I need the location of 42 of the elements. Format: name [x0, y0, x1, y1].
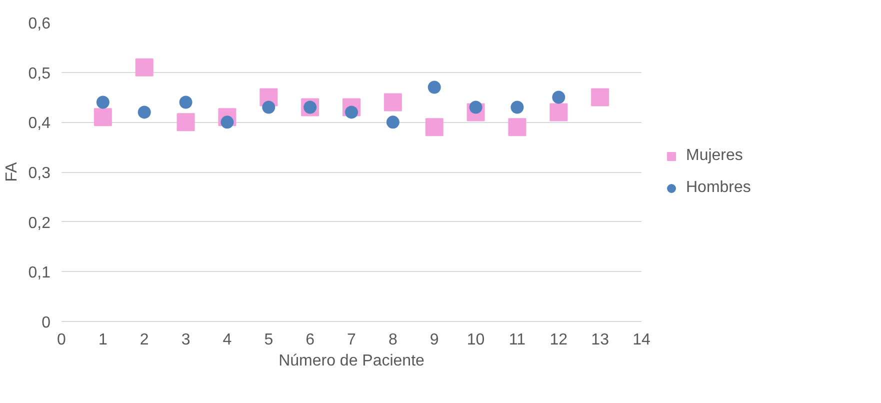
point: [386, 116, 400, 129]
x-tick-label: 0: [57, 332, 66, 348]
point: [552, 90, 566, 104]
point: [428, 80, 441, 94]
x-tick-label: 13: [591, 332, 610, 348]
point: [262, 100, 276, 114]
y-tick-label: 0,6: [28, 16, 51, 32]
legend-label: Mujeres: [686, 146, 743, 164]
y-tick-label: 0,3: [28, 165, 51, 182]
point: [135, 58, 154, 76]
y-axis-title: FA: [3, 162, 20, 182]
point: [425, 118, 444, 136]
point: [138, 106, 151, 119]
x-tick-label: 14: [632, 332, 650, 348]
y-tick-label: 0,1: [28, 264, 51, 282]
x-tick-label: 5: [264, 332, 274, 348]
point: [591, 88, 610, 106]
x-tick-label: 7: [347, 332, 356, 348]
x-tick-label: 9: [430, 332, 439, 348]
x-tick-label: 10: [466, 332, 485, 348]
point: [94, 108, 112, 126]
x-tick-label: 3: [181, 332, 190, 348]
y-tick-label: 0: [42, 314, 51, 332]
x-tick-label: 2: [140, 332, 149, 348]
x-tick-label: 1: [98, 332, 108, 348]
y-tick-label: 0,4: [28, 115, 51, 132]
point: [179, 96, 192, 109]
point: [96, 96, 110, 109]
x-axis-title: Número de Paciente: [278, 352, 425, 370]
x-tick-label: 4: [222, 332, 232, 348]
point: [550, 103, 568, 122]
point: [176, 113, 195, 132]
x-tick-label: 6: [306, 332, 315, 348]
point: [510, 100, 524, 114]
legend-label: Hombres: [686, 178, 751, 196]
point: [508, 118, 526, 136]
y-tick-label: 0,2: [28, 214, 51, 232]
point: [384, 93, 402, 112]
x-tick-label: 8: [388, 332, 398, 348]
y-tick-label: 0,5: [28, 65, 51, 82]
x-tick-label: 11: [508, 332, 526, 348]
x-tick-label: 12: [550, 332, 568, 348]
